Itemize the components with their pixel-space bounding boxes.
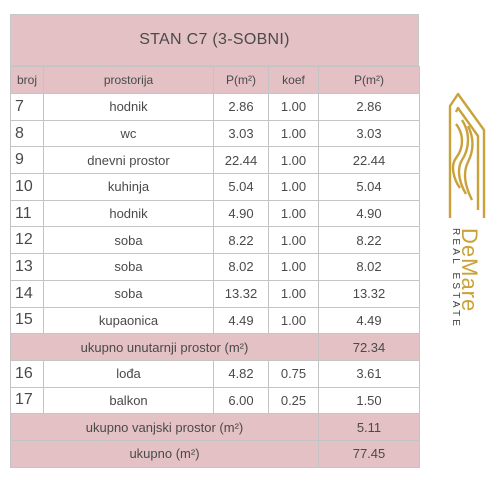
house-wave-icon <box>448 92 486 218</box>
row-area: 3.03 <box>213 119 269 148</box>
exterior-total-value: 5.11 <box>318 413 420 441</box>
interior-total-row: ukupno unutarnji prostor (m²) 72.34 <box>10 333 420 361</box>
table-row: 17 balkon 6.00 0.25 1.50 <box>10 386 420 415</box>
row-coef: 1.00 <box>268 146 319 175</box>
row-coef: 1.00 <box>268 306 319 335</box>
apartment-title: STAN C7 (3-SOBNI) <box>10 14 419 66</box>
row-num: 8 <box>10 119 44 148</box>
row-num: 15 <box>10 306 44 335</box>
interior-total-label: ukupno unutarnji prostor (m²) <box>10 333 319 361</box>
row-room: balkon <box>43 386 214 415</box>
row-coef: 1.00 <box>268 199 319 228</box>
row-room: hodnik <box>43 199 214 228</box>
row-coef: 1.00 <box>268 253 319 281</box>
row-room: dnevni prostor <box>43 146 214 175</box>
brand-tagline: REAL ESTATE <box>450 228 461 330</box>
table-row: 12 soba 8.22 1.00 8.22 <box>10 226 420 255</box>
table-row: 15 kupaonica 4.49 1.00 4.49 <box>10 306 420 335</box>
row-room: soba <box>43 279 214 308</box>
table-row: 16 lođa 4.82 0.75 3.61 <box>10 359 420 388</box>
row-room: wc <box>43 119 214 148</box>
brand-name: DeMare <box>457 228 482 313</box>
interior-total-value: 72.34 <box>318 333 420 361</box>
row-area: 22.44 <box>213 146 269 175</box>
row-num: 17 <box>10 386 44 415</box>
row-weighted: 5.04 <box>318 173 420 201</box>
table-row: 7 hodnik 2.86 1.00 2.86 <box>10 93 420 121</box>
table-row: 13 soba 8.02 1.00 8.02 <box>10 253 420 281</box>
row-num: 7 <box>10 93 44 121</box>
room-area-table: broj prostorija P(m²) koef P(m²) 7 hodni… <box>10 66 420 468</box>
header-weighted: P(m²) <box>318 66 420 94</box>
row-weighted: 4.49 <box>318 306 420 335</box>
row-num: 14 <box>10 279 44 308</box>
table-row: 14 soba 13.32 1.00 13.32 <box>10 279 420 308</box>
row-coef: 1.00 <box>268 279 319 308</box>
row-area: 6.00 <box>213 386 269 415</box>
row-area: 13.32 <box>213 279 269 308</box>
header-area: P(m²) <box>213 66 269 94</box>
row-area: 4.82 <box>213 359 269 388</box>
table-row: 8 wc 3.03 1.00 3.03 <box>10 119 420 148</box>
grand-total-value: 77.45 <box>318 439 420 468</box>
table-row: 9 dnevni prostor 22.44 1.00 22.44 <box>10 146 420 175</box>
floor-plan-sheet: STAN C7 (3-SOBNI) broj prostorija P(m²) … <box>10 14 420 468</box>
row-weighted: 3.03 <box>318 119 420 148</box>
row-area: 2.86 <box>213 93 269 121</box>
header-coef: koef <box>268 66 319 94</box>
header-room: prostorija <box>43 66 214 94</box>
row-area: 4.49 <box>213 306 269 335</box>
row-room: lođa <box>43 359 214 388</box>
row-num: 9 <box>10 146 44 175</box>
row-area: 8.22 <box>213 226 269 255</box>
header-num: broj <box>10 66 44 94</box>
row-weighted: 1.50 <box>318 386 420 415</box>
exterior-total-label: ukupno vanjski prostor (m²) <box>10 413 319 441</box>
row-num: 11 <box>10 199 44 228</box>
row-area: 8.02 <box>213 253 269 281</box>
row-num: 12 <box>10 226 44 255</box>
row-weighted: 8.22 <box>318 226 420 255</box>
row-coef: 1.00 <box>268 93 319 121</box>
grand-total-row: ukupno (m²) 77.45 <box>10 439 420 468</box>
table-row: 11 hodnik 4.90 1.00 4.90 <box>10 199 420 228</box>
row-num: 10 <box>10 173 44 201</box>
exterior-total-row: ukupno vanjski prostor (m²) 5.11 <box>10 413 420 441</box>
row-weighted: 13.32 <box>318 279 420 308</box>
row-weighted: 4.90 <box>318 199 420 228</box>
row-room: hodnik <box>43 93 214 121</box>
row-coef: 1.00 <box>268 119 319 148</box>
row-room: kuhinja <box>43 173 214 201</box>
row-weighted: 22.44 <box>318 146 420 175</box>
row-coef: 0.25 <box>268 386 319 415</box>
row-num: 13 <box>10 253 44 281</box>
table-header-row: broj prostorija P(m²) koef P(m²) <box>10 66 420 94</box>
row-coef: 1.00 <box>268 226 319 255</box>
row-weighted: 3.61 <box>318 359 420 388</box>
row-coef: 1.00 <box>268 173 319 201</box>
grand-total-label: ukupno (m²) <box>10 439 319 468</box>
row-area: 4.90 <box>213 199 269 228</box>
brand-logo <box>446 90 490 352</box>
table-row: 10 kuhinja 5.04 1.00 5.04 <box>10 173 420 201</box>
row-room: soba <box>43 226 214 255</box>
row-weighted: 8.02 <box>318 253 420 281</box>
row-weighted: 2.86 <box>318 93 420 121</box>
row-num: 16 <box>10 359 44 388</box>
row-area: 5.04 <box>213 173 269 201</box>
row-room: soba <box>43 253 214 281</box>
row-coef: 0.75 <box>268 359 319 388</box>
row-room: kupaonica <box>43 306 214 335</box>
